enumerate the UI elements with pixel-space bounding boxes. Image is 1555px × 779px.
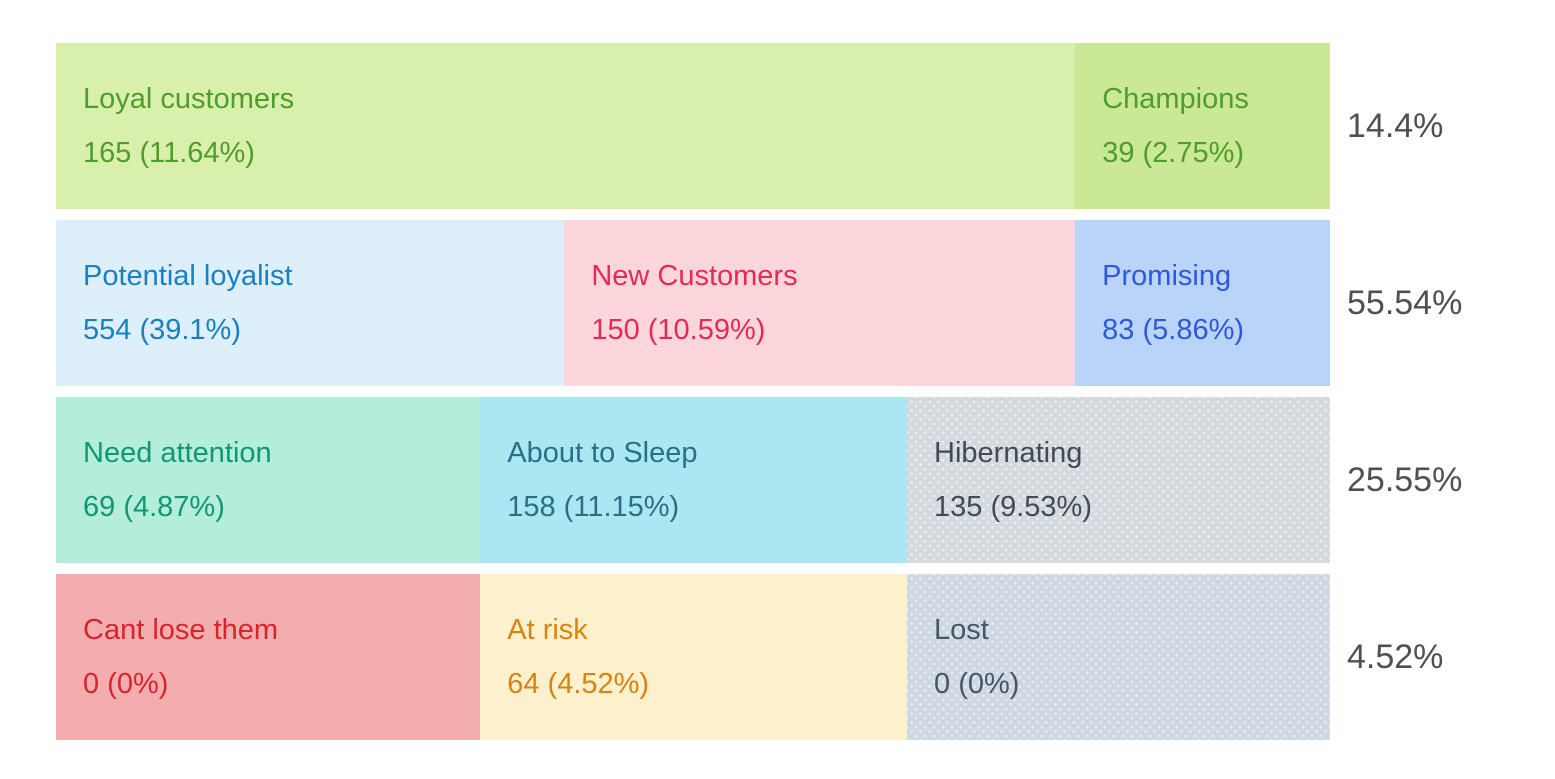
segment-name: Lost (934, 614, 989, 646)
segment-value: 83 (5.86%) (1102, 314, 1245, 346)
segment-cell-promising[interactable]: Promising 83 (5.86%) (1075, 220, 1330, 386)
segment-name: New Customers (591, 260, 798, 292)
segment-value: 69 (4.87%) (83, 491, 225, 523)
segment-cell-need-attention[interactable]: Need attention 69 (4.87%) (56, 397, 481, 563)
segment-row-3: Need attention 69 (4.87%) About to Sleep… (56, 397, 1555, 563)
segment-value: 135 (9.53%) (934, 491, 1093, 523)
segment-cell-about-to-sleep[interactable]: About to Sleep 158 (11.15%) (480, 397, 908, 563)
segment-row-3-cells: Need attention 69 (4.87%) About to Sleep… (56, 397, 1330, 563)
segment-value: 39 (2.75%) (1102, 137, 1245, 169)
segment-cell-at-risk[interactable]: At risk 64 (4.52%) (480, 574, 908, 740)
segment-value: 158 (11.15%) (507, 491, 680, 523)
segment-value: 64 (4.52%) (507, 668, 650, 700)
segment-value: 0 (0%) (934, 668, 1020, 700)
segment-name: Champions (1102, 83, 1249, 115)
segment-value: 150 (10.59%) (591, 314, 766, 346)
segment-cell-hibernating[interactable]: Hibernating 135 (9.53%) (907, 397, 1330, 563)
segment-row-1-cells: Loyal customers 165 (11.64%) Champions 3… (56, 43, 1330, 209)
row-total-percent: 25.55% (1347, 460, 1463, 499)
segment-row-1: Loyal customers 165 (11.64%) Champions 3… (56, 43, 1555, 209)
rfm-segmentation-chart: Loyal customers 165 (11.64%) Champions 3… (56, 43, 1555, 751)
row-total-percent: 55.54% (1347, 283, 1463, 322)
segment-value: 554 (39.1%) (83, 314, 241, 346)
segment-name: Promising (1102, 260, 1232, 292)
segment-name: About to Sleep (507, 437, 698, 469)
segment-name: Need attention (83, 437, 272, 469)
segment-name: Hibernating (934, 437, 1083, 469)
segment-row-2: Potential loyalist 554 (39.1%) New Custo… (56, 220, 1555, 386)
segment-name: Loyal customers (83, 83, 295, 115)
row-total-percent: 14.4% (1347, 106, 1444, 145)
segment-row-4-cells: Cant lose them 0 (0%) At risk 64 (4.52%)… (56, 574, 1330, 740)
segment-cell-cant-lose-them[interactable]: Cant lose them 0 (0%) (56, 574, 481, 740)
segment-name: Potential loyalist (83, 260, 293, 292)
segment-cell-loyal-customers[interactable]: Loyal customers 165 (11.64%) (56, 43, 1076, 209)
segment-cell-champions[interactable]: Champions 39 (2.75%) (1075, 43, 1330, 209)
segment-row-4: Cant lose them 0 (0%) At risk 64 (4.52%)… (56, 574, 1555, 740)
segment-cell-new-customers[interactable]: New Customers 150 (10.59%) (564, 220, 1076, 386)
segment-value: 165 (11.64%) (83, 137, 255, 169)
segment-name: At risk (507, 614, 588, 646)
row-total-percent: 4.52% (1347, 637, 1444, 676)
segment-cell-lost[interactable]: Lost 0 (0%) (907, 574, 1330, 740)
segment-cell-potential-loyalist[interactable]: Potential loyalist 554 (39.1%) (56, 220, 565, 386)
segment-name: Cant lose them (83, 614, 279, 646)
segment-value: 0 (0%) (83, 668, 169, 700)
segment-row-2-cells: Potential loyalist 554 (39.1%) New Custo… (56, 220, 1330, 386)
